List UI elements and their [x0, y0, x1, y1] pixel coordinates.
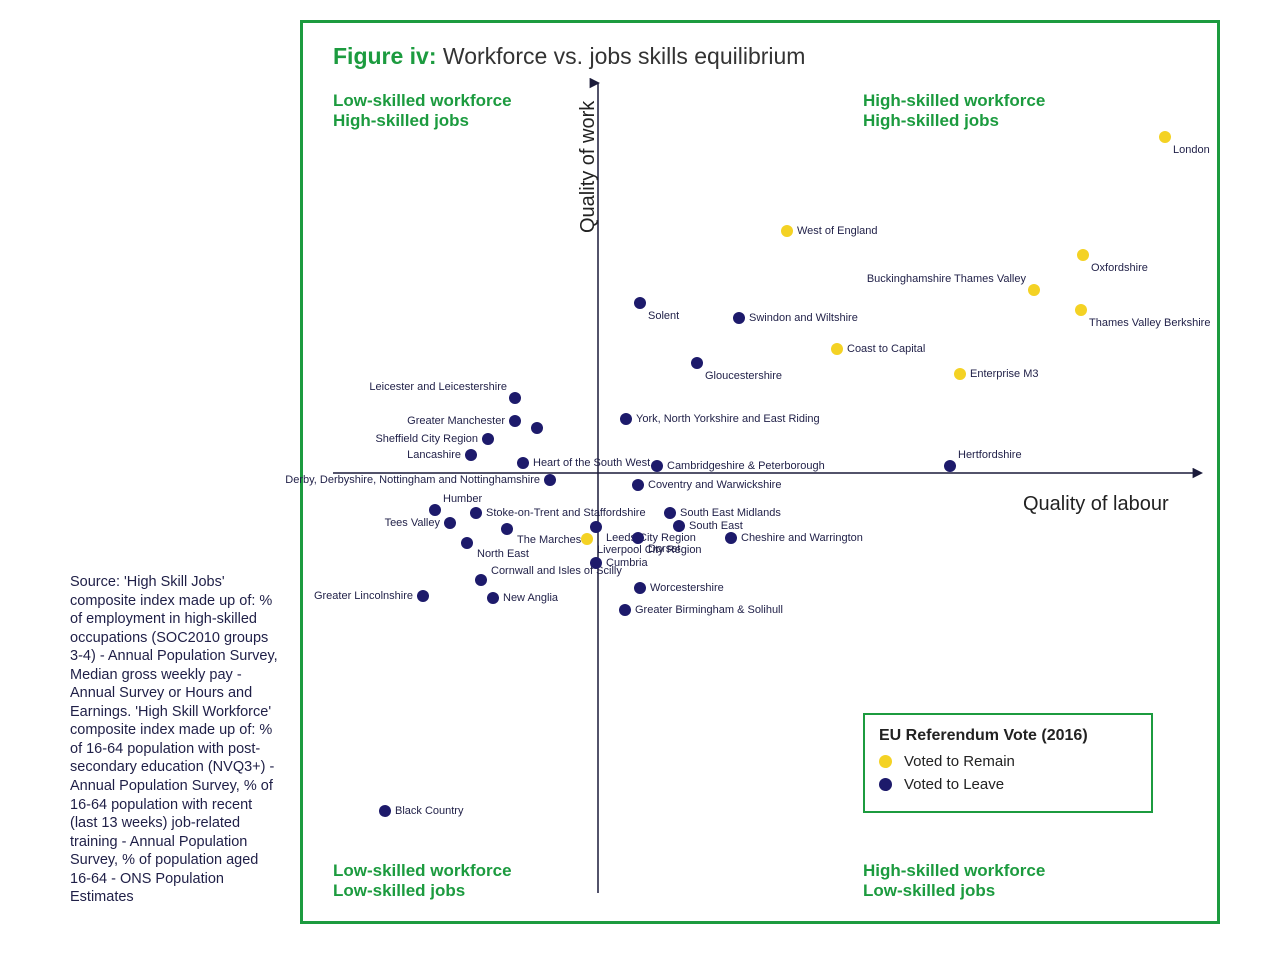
scatter-point	[581, 533, 593, 545]
scatter-point-label: Liverpool City Region	[597, 545, 702, 556]
scatter-point	[831, 343, 843, 355]
scatter-point	[509, 392, 521, 404]
scatter-point	[461, 537, 473, 549]
scatter-point	[482, 433, 494, 445]
scatter-point-label: York, North Yorkshire and East Riding	[636, 414, 820, 425]
legend-item: Voted to Leave	[879, 776, 1135, 793]
page: Source: 'High Skill Jobs' composite inde…	[0, 0, 1270, 960]
scatter-point-label: North East	[477, 549, 529, 560]
source-note: Source: 'High Skill Jobs' composite inde…	[70, 573, 282, 907]
scatter-point-label: West of England	[797, 226, 878, 237]
scatter-point	[620, 413, 632, 425]
scatter-point-label: Sheffield City Region	[375, 434, 478, 445]
scatter-point-label: Buckinghamshire Thames Valley	[867, 274, 1026, 285]
scatter-point	[487, 592, 499, 604]
scatter-point-label: Humber	[443, 494, 482, 505]
scatter-point	[544, 474, 556, 486]
legend: EU Referendum Vote (2016) Voted to Remai…	[863, 713, 1153, 813]
scatter-point	[634, 297, 646, 309]
scatter-point-label: Cornwall and Isles of Scilly	[491, 566, 622, 577]
scatter-point-label: Leicester and Leicestershire	[369, 382, 507, 393]
scatter-point-label: Coventry and Warwickshire	[648, 480, 781, 491]
scatter-point	[781, 225, 793, 237]
scatter-point	[379, 805, 391, 817]
scatter-point-label: Stoke-on-Trent and Staffordshire	[486, 508, 646, 519]
scatter-point-label: Tees Valley	[385, 518, 440, 529]
scatter-point-label: Worcestershire	[650, 583, 724, 594]
scatter-point-label: Solent	[648, 311, 679, 322]
scatter-point-label: Oxfordshire	[1091, 263, 1148, 274]
legend-swatch-icon	[879, 755, 892, 768]
scatter-point-label: The Marches	[517, 535, 581, 546]
scatter-point-label: New Anglia	[503, 593, 558, 604]
scatter-point-label: Cheshire and Warrington	[741, 533, 863, 544]
scatter-point-label: Enterprise M3	[970, 369, 1038, 380]
scatter-point	[1075, 304, 1087, 316]
legend-item: Voted to Remain	[879, 753, 1135, 770]
scatter-point	[1077, 249, 1089, 261]
scatter-point	[632, 532, 644, 544]
scatter-point-label: Hertfordshire	[958, 450, 1022, 461]
scatter-point-label: Greater Birmingham & Solihull	[635, 605, 783, 616]
scatter-point-label: South East Midlands	[680, 508, 781, 519]
scatter-point-label: Cumbria	[606, 558, 648, 569]
scatter-point	[651, 460, 663, 472]
scatter-point-label: South East	[689, 521, 743, 532]
scatter-point-label: Lancashire	[407, 450, 461, 461]
scatter-point	[590, 557, 602, 569]
scatter-point	[944, 460, 956, 472]
legend-title: EU Referendum Vote (2016)	[879, 727, 1135, 745]
scatter-point	[673, 520, 685, 532]
scatter-point	[509, 415, 521, 427]
scatter-point	[691, 357, 703, 369]
scatter-point	[417, 590, 429, 602]
scatter-point-label: Heart of the South West	[533, 458, 650, 469]
scatter-point-label: Greater Manchester	[407, 416, 505, 427]
scatter-point	[444, 517, 456, 529]
scatter-point	[725, 532, 737, 544]
scatter-point-label: Cambridgeshire & Peterborough	[667, 461, 825, 472]
scatter-point	[531, 422, 543, 434]
scatter-point-label: Swindon and Wiltshire	[749, 313, 858, 324]
scatter-point-label: Greater Lincolnshire	[314, 591, 413, 602]
scatter-point-label: Coast to Capital	[847, 344, 925, 355]
scatter-point	[632, 479, 644, 491]
scatter-point	[1159, 131, 1171, 143]
scatter-point-label: Derby, Derbyshire, Nottingham and Nottin…	[285, 475, 540, 486]
scatter-point	[465, 449, 477, 461]
scatter-point	[501, 523, 513, 535]
scatter-point	[733, 312, 745, 324]
scatter-point	[429, 504, 441, 516]
scatter-point	[475, 574, 487, 586]
legend-swatch-icon	[879, 778, 892, 791]
scatter-point-label: London	[1173, 145, 1210, 156]
scatter-point	[590, 521, 602, 533]
legend-item-label: Voted to Leave	[904, 776, 1004, 793]
chart-frame: Figure iv: Workforce vs. jobs skills equ…	[300, 20, 1220, 924]
scatter-point-label: Black Country	[395, 806, 463, 817]
scatter-point	[634, 582, 646, 594]
scatter-point	[619, 604, 631, 616]
scatter-point-label: Thames Valley Berkshire	[1089, 318, 1210, 329]
legend-item-label: Voted to Remain	[904, 753, 1015, 770]
scatter-point	[517, 457, 529, 469]
scatter-point-label: Gloucestershire	[705, 371, 782, 382]
scatter-point	[470, 507, 482, 519]
scatter-point	[664, 507, 676, 519]
scatter-point	[1028, 284, 1040, 296]
scatter-point	[954, 368, 966, 380]
